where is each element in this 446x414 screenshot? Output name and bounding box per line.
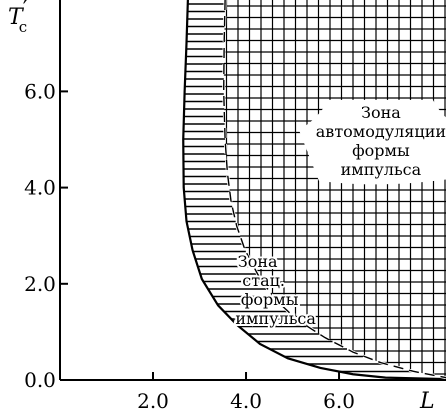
stationary-label-line-2: стац. bbox=[242, 271, 285, 290]
stationary-label-line-1: Зона bbox=[238, 252, 278, 271]
y-axis-title-subscript: c bbox=[19, 18, 27, 36]
y-tick-label: 2.0 bbox=[24, 272, 56, 296]
stationary-label-line-4: импульса bbox=[235, 309, 316, 328]
automodulation-label-line-3: формы bbox=[352, 141, 410, 160]
y-axis-title: T′ c bbox=[8, 0, 28, 36]
x-tick-label: 4.0 bbox=[230, 389, 262, 413]
y-axis-title-prime: ′ bbox=[23, 0, 28, 22]
upper-boundary-curve bbox=[223, 0, 446, 379]
y-axis-title-main: T bbox=[8, 5, 25, 30]
stationary-label-line-3: формы bbox=[241, 290, 299, 309]
automodulation-label-line-2: автомодуляции bbox=[316, 122, 446, 141]
automodulation-zone-label: Зона автомодуляции формы импульса bbox=[298, 99, 446, 185]
lower-boundary-curve bbox=[182, 0, 446, 380]
automodulation-label-line-4: импульса bbox=[341, 160, 422, 179]
automodulation-label-line-1: Зона bbox=[361, 103, 401, 122]
x-tick-label: 6.0 bbox=[323, 389, 355, 413]
stationary-zone-label: Зона стац. формы импульса bbox=[233, 250, 318, 330]
curve-layer bbox=[182, 0, 446, 380]
x-axis-title: L bbox=[419, 389, 435, 414]
x-tick-label: 2.0 bbox=[137, 389, 169, 413]
tick-layer: 2.0 4.0 6.0 0.0 2.0 4.0 6.0 bbox=[24, 79, 355, 413]
y-tick-label: 0.0 bbox=[24, 368, 56, 392]
y-tick-label: 4.0 bbox=[24, 176, 56, 200]
y-tick-label: 6.0 bbox=[24, 79, 56, 103]
